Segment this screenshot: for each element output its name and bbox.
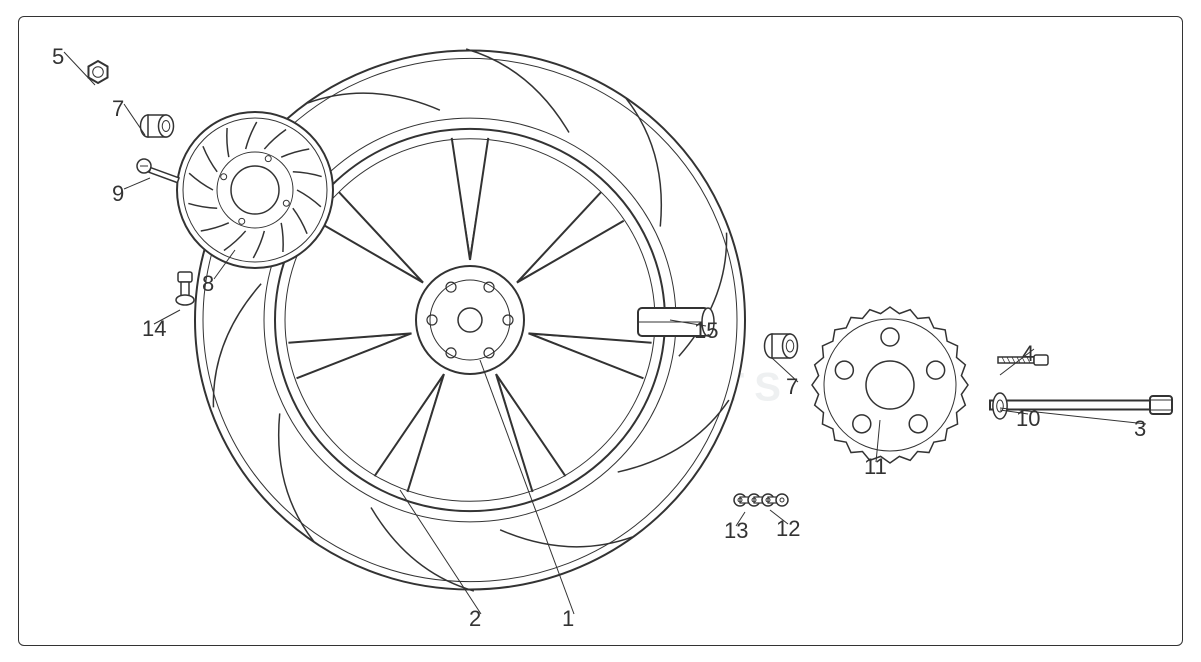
diagram-svg — [0, 0, 1201, 662]
diagram-stage: OEM MOTORPARTS 123457789101112131415 — [0, 0, 1201, 662]
callout-10: 10 — [1016, 406, 1040, 432]
callout-2: 2 — [469, 606, 481, 632]
callout-5: 5 — [52, 44, 64, 70]
callout-14: 14 — [142, 316, 166, 342]
callout-7: 7 — [786, 374, 798, 400]
callout-12: 12 — [776, 516, 800, 542]
callout-8: 8 — [202, 271, 214, 297]
callout-13: 13 — [724, 518, 748, 544]
callout-9: 9 — [112, 181, 124, 207]
callout-15: 15 — [694, 318, 718, 344]
callout-3: 3 — [1134, 416, 1146, 442]
callout-7: 7 — [112, 96, 124, 122]
callout-11: 11 — [864, 454, 887, 480]
callout-1: 1 — [562, 606, 574, 632]
callout-4: 4 — [1022, 341, 1034, 367]
